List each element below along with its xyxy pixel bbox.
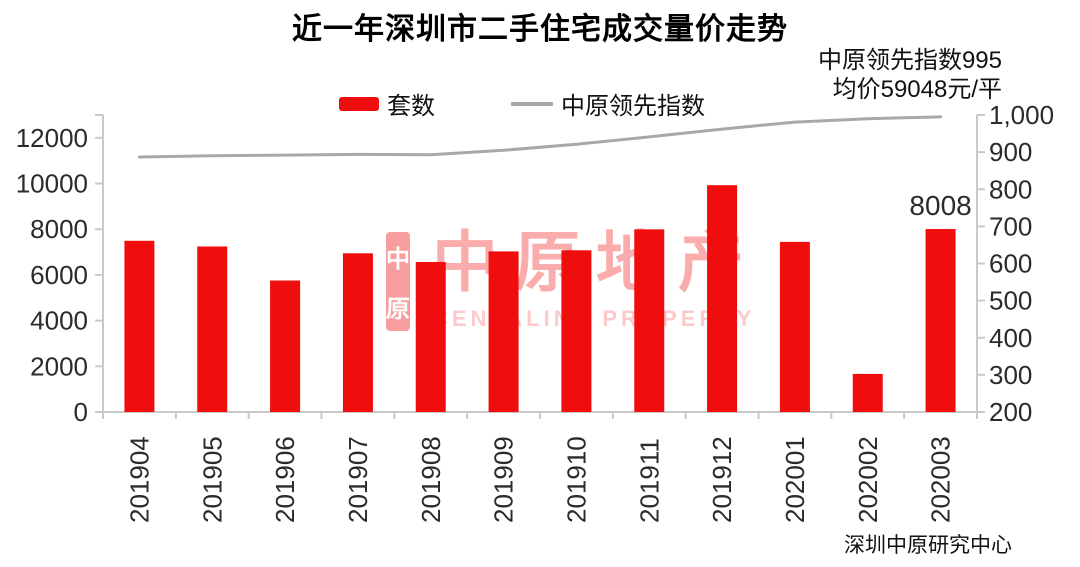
right-axis-tick-label: 400 <box>989 323 1032 353</box>
legend-line-swatch <box>511 101 553 106</box>
annotation-price-line: 均价59048元/平 <box>832 76 1002 103</box>
left-axis-tick-label: 4000 <box>30 306 88 336</box>
seal-char-top: 中 <box>386 246 410 274</box>
centaline-seal-logo: 中 原 <box>386 232 410 331</box>
left-axis-tick-label: 0 <box>74 397 88 427</box>
right-axis-tick-label: 1,000 <box>989 100 1054 130</box>
x-axis-label-201908: 201908 <box>416 436 446 523</box>
legend-bar-label: 套数 <box>387 93 435 120</box>
x-axis-label-201912: 201912 <box>707 436 737 523</box>
seal-char-bottom: 原 <box>386 295 410 323</box>
x-axis-label-201905: 201905 <box>197 436 227 523</box>
left-axis-tick-label: 2000 <box>30 351 88 381</box>
legend-item-volume: 套数 <box>339 86 435 121</box>
x-axis-label-202003: 202003 <box>926 436 956 523</box>
x-axis-label-201904: 201904 <box>124 436 154 523</box>
bar-201904 <box>124 240 155 412</box>
centaline-watermark: 中 原 中原地产 CENTALINE PROPERTY <box>386 226 751 338</box>
right-axis-tick-label: 500 <box>989 286 1032 316</box>
watermark-subtitle-text: CENTALINE PROPERTY <box>432 306 756 331</box>
index-line-series <box>137 115 943 159</box>
bar-201912 <box>707 185 738 412</box>
annotation-index-line: 中原领先指数995 <box>817 47 1002 74</box>
chart-legend: 套数 中原领先指数 <box>0 86 1062 121</box>
left-axis-tick-label: 12000 <box>16 123 88 153</box>
bar-201911 <box>634 229 665 412</box>
left-axis-tick-label: 10000 <box>16 169 88 199</box>
bar-value-label: 8008 <box>909 190 971 221</box>
bar-201908 <box>415 261 446 412</box>
chart-annotation: 中原领先指数995 均价59048元/平 <box>818 46 1002 104</box>
x-axis-label-201906: 201906 <box>270 436 300 523</box>
bar-201906 <box>270 280 301 412</box>
bar-202003 <box>925 229 956 412</box>
chart-title: 近一年深圳市二手住宅成交量价走势 <box>292 13 788 46</box>
bar-201910 <box>561 250 592 412</box>
left-axis-tick-label: 6000 <box>30 260 88 290</box>
bar-201907 <box>342 253 373 412</box>
bar-201905 <box>197 246 228 412</box>
right-axis-tick-label: 300 <box>989 360 1032 390</box>
bar-202001 <box>779 241 810 412</box>
x-axis-label-201907: 201907 <box>343 436 373 523</box>
right-axis-tick-label: 700 <box>989 211 1032 241</box>
x-axis-label-201910: 201910 <box>561 436 591 523</box>
right-axis-tick-label: 900 <box>989 137 1032 167</box>
x-axis-label-201909: 201909 <box>489 436 519 523</box>
x-axis-label-201911: 201911 <box>634 438 664 523</box>
right-axis-tick-label: 600 <box>989 249 1032 279</box>
left-axis-tick-label: 8000 <box>30 214 88 244</box>
right-axis-tick-label: 800 <box>989 174 1032 204</box>
source-credit: 深圳中原研究中心 <box>844 534 1012 557</box>
bar-202002 <box>852 373 883 412</box>
x-axis-label-202001: 202001 <box>780 436 810 523</box>
legend-bar-swatch <box>339 96 379 111</box>
right-axis-tick-label: 200 <box>989 397 1032 427</box>
legend-line-label: 中原领先指数 <box>561 93 705 120</box>
x-axis-label-202002: 202002 <box>853 436 883 523</box>
bar-201909 <box>488 251 519 412</box>
legend-item-index: 中原领先指数 <box>511 86 705 121</box>
